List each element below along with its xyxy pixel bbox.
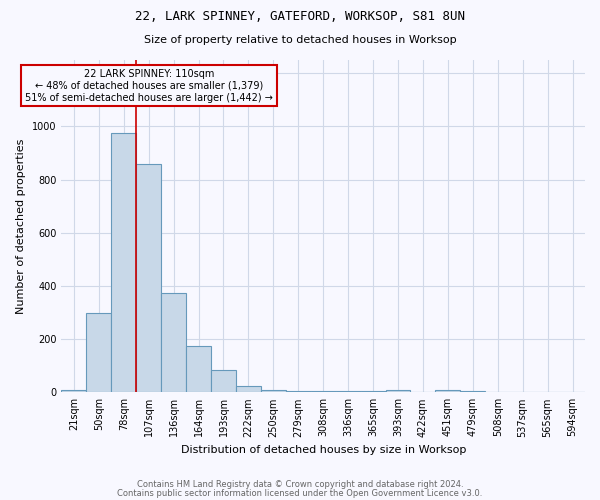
- Text: Contains HM Land Registry data © Crown copyright and database right 2024.: Contains HM Land Registry data © Crown c…: [137, 480, 463, 489]
- Bar: [286, 391, 311, 392]
- Bar: [86, 312, 112, 392]
- Text: 22, LARK SPINNEY, GATEFORD, WORKSOP, S81 8UN: 22, LARK SPINNEY, GATEFORD, WORKSOP, S81…: [135, 10, 465, 23]
- Text: Contains public sector information licensed under the Open Government Licence v3: Contains public sector information licen…: [118, 488, 482, 498]
- Bar: [211, 370, 236, 392]
- Bar: [386, 390, 410, 392]
- Text: 22 LARK SPINNEY: 110sqm
← 48% of detached houses are smaller (1,379)
51% of semi: 22 LARK SPINNEY: 110sqm ← 48% of detache…: [25, 70, 272, 102]
- Y-axis label: Number of detached properties: Number of detached properties: [16, 138, 26, 314]
- Bar: [236, 386, 261, 392]
- Bar: [460, 391, 485, 392]
- Bar: [186, 346, 211, 393]
- Bar: [311, 391, 335, 392]
- Bar: [335, 391, 361, 392]
- Text: Size of property relative to detached houses in Worksop: Size of property relative to detached ho…: [143, 35, 457, 45]
- Bar: [436, 390, 460, 392]
- X-axis label: Distribution of detached houses by size in Worksop: Distribution of detached houses by size …: [181, 445, 466, 455]
- Bar: [136, 164, 161, 392]
- Bar: [112, 133, 136, 392]
- Bar: [161, 292, 186, 392]
- Bar: [361, 391, 386, 392]
- Bar: [61, 390, 86, 392]
- Bar: [261, 390, 286, 392]
